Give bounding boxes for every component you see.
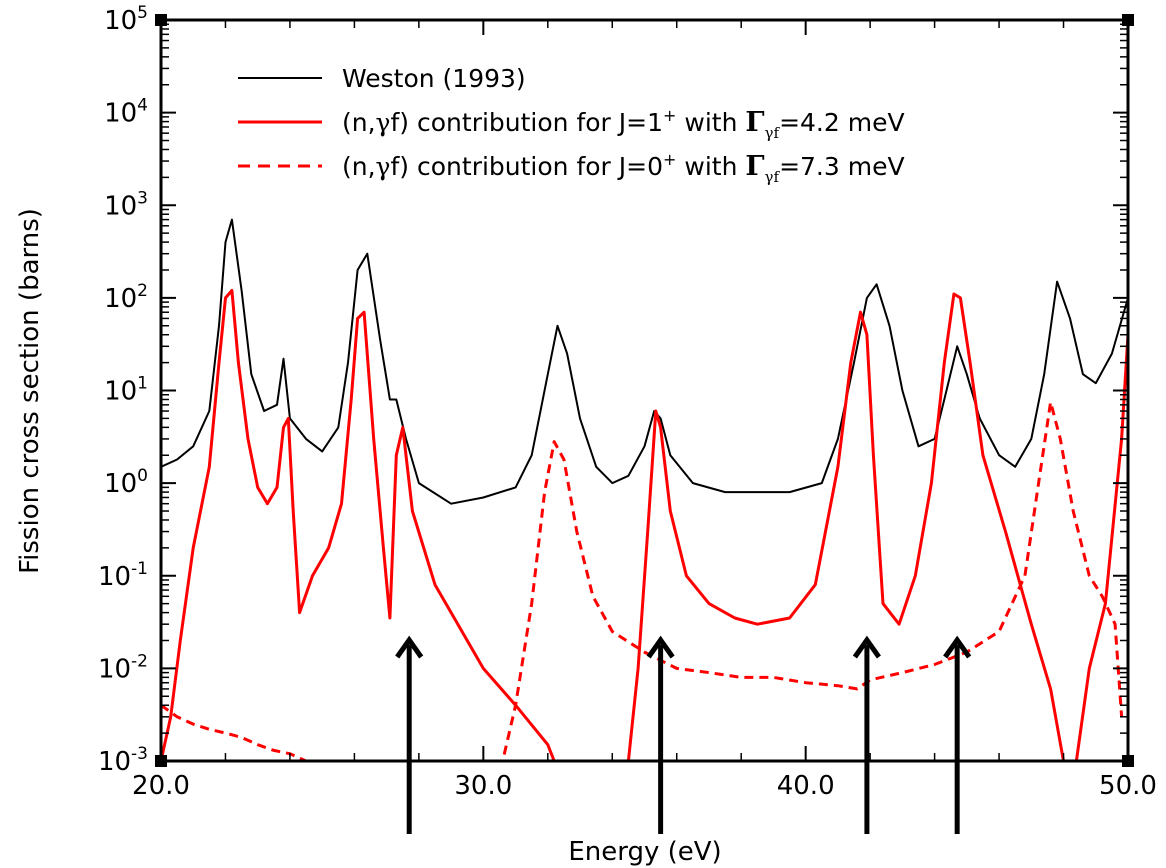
- corner-marker: [155, 755, 167, 767]
- y-tick-label: 100: [104, 466, 148, 499]
- series-line-j1-contribution: [161, 289, 1128, 761]
- x-tick-label: 50.0: [1099, 771, 1157, 801]
- x-tick-label: 30.0: [454, 771, 512, 801]
- resonance-arrow: [943, 635, 972, 834]
- corner-marker: [1122, 14, 1134, 26]
- y-tick-label: 103: [104, 188, 148, 221]
- y-tick-label: 105: [104, 3, 148, 36]
- y-tick-label: 102: [104, 281, 148, 314]
- x-axis-title: Energy (eV): [568, 837, 721, 867]
- series-layer: [161, 218, 1128, 761]
- resonance-arrow: [395, 635, 424, 834]
- resonance-arrow: [852, 635, 881, 834]
- legend-label: (n,γf) contribution for J=0+ with Γγf=7.…: [342, 150, 905, 186]
- y-tick-label: 10-1: [98, 559, 148, 592]
- y-tick-label: 104: [104, 96, 148, 129]
- legend-label: Weston (1993): [342, 64, 526, 93]
- frame-corner-markers: [155, 14, 1134, 767]
- x-tick-label: 40.0: [777, 771, 835, 801]
- y-tick-label: 101: [104, 374, 148, 407]
- resonance-arrows: [395, 635, 972, 834]
- y-axis-title: Fission cross section (barns): [15, 208, 45, 574]
- corner-marker: [1122, 755, 1134, 767]
- y-tick-labels: 10-3 10-2 10-1 100 101 102 103 104 105: [98, 3, 148, 777]
- y-tick-label: 10-3: [98, 744, 148, 777]
- series-line-j0-contribution: [161, 400, 1124, 761]
- resonance-arrow: [646, 635, 675, 834]
- series-line-weston: [161, 218, 1128, 505]
- legend-label: (n,γf) contribution for J=1+ with Γγf=4.…: [342, 106, 905, 142]
- legend: Weston (1993) (n,γf) contribution for J=1…: [238, 64, 905, 186]
- y-tick-label: 10-2: [98, 651, 148, 684]
- x-tick-label: 20.0: [132, 771, 190, 801]
- x-tick-labels: 20.0 30.0 40.0 50.0: [132, 771, 1157, 801]
- corner-marker: [155, 14, 167, 26]
